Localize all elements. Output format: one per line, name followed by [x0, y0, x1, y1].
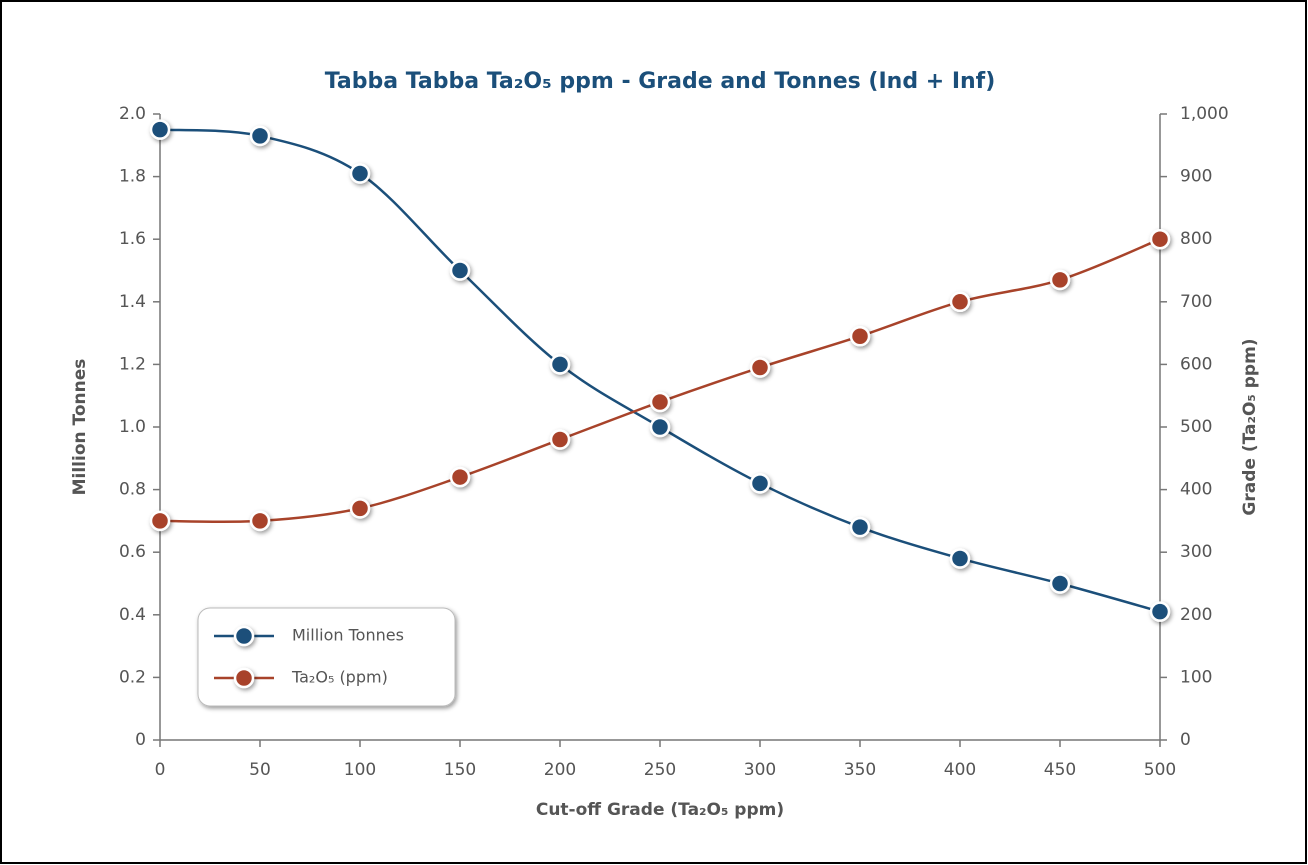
data-point: [449, 466, 471, 488]
series-line: [159, 238, 1161, 524]
data-point: [1149, 228, 1171, 250]
data-point: [549, 354, 571, 375]
data-point: [249, 510, 271, 532]
x-tick-label: 450: [1044, 760, 1076, 780]
x-tick-label: 50: [249, 760, 271, 780]
legend-marker: [233, 667, 255, 689]
data-point: [949, 548, 971, 569]
y-tick-label: 0.8: [119, 480, 146, 500]
data-point: [149, 510, 171, 532]
data-point: [149, 119, 171, 140]
legend-label: Ta₂O₅ (ppm): [291, 668, 388, 687]
y2-tick-label: 600: [1180, 354, 1212, 374]
y-tick-label: 0: [135, 730, 146, 750]
y-tick-label: 2.0: [119, 104, 146, 124]
x-tick-label: 300: [744, 760, 776, 780]
y2-tick-label: 500: [1180, 417, 1212, 437]
y2-tick-label: 0: [1180, 730, 1191, 750]
x-tick-label: 400: [944, 760, 976, 780]
y2-tick-label: 300: [1180, 542, 1212, 562]
y2-tick-label: 700: [1180, 292, 1212, 312]
data-point: [549, 429, 571, 450]
y-tick-label: 1.0: [119, 417, 146, 437]
series-line: [159, 128, 1161, 613]
legend-label: Million Tonnes: [292, 626, 404, 645]
y2-tick-label: 400: [1180, 480, 1212, 500]
data-point: [849, 325, 871, 347]
x-tick-label: 350: [844, 760, 876, 780]
x-tick-label: 0: [155, 760, 166, 780]
y-tick-label: 0.2: [119, 667, 146, 687]
data-point: [249, 125, 271, 147]
x-tick-label: 100: [344, 760, 376, 780]
y-tick-label: 0.4: [119, 605, 146, 625]
x-tick-label: 150: [444, 760, 476, 780]
y2-tick-label: 1,000: [1180, 104, 1229, 124]
y2-tick-label: 200: [1180, 605, 1212, 625]
data-point: [949, 291, 971, 313]
legend-marker: [233, 625, 255, 647]
y2-tick-label: 800: [1180, 229, 1212, 249]
y-tick-label: 0.6: [119, 542, 146, 562]
data-point: [849, 516, 871, 538]
data-point: [1149, 601, 1171, 622]
y2-tick-label: 900: [1180, 167, 1212, 187]
y-tick-label: 1.8: [119, 167, 146, 187]
chart-title: Tabba Tabba Ta₂O₅ ppm - Grade and Tonnes…: [325, 69, 996, 94]
y-tick-label: 1.6: [119, 229, 146, 249]
data-point: [649, 391, 671, 413]
data-point: [1049, 269, 1071, 291]
legend-box: [197, 607, 456, 707]
y-axis-label: Million Tonnes: [70, 359, 90, 496]
x-tick-label: 200: [544, 760, 576, 780]
data-point: [349, 163, 371, 184]
data-point: [349, 498, 371, 519]
y2-axis-label: Grade (Ta₂O₅ ppm): [1240, 338, 1260, 515]
data-point: [749, 473, 771, 494]
x-tick-label: 500: [1144, 760, 1176, 780]
y-tick-label: 1.4: [119, 292, 146, 312]
data-point: [749, 357, 771, 378]
y2-tick-label: 100: [1180, 667, 1212, 687]
y-tick-label: 1.2: [119, 354, 146, 374]
data-point: [449, 260, 471, 281]
x-axis-label: Cut-off Grade (Ta₂O₅ ppm): [536, 800, 784, 820]
data-point: [1049, 573, 1071, 594]
legend: Million Tonnes Ta₂O₅ (ppm): [197, 607, 456, 707]
data-point: [649, 416, 671, 438]
x-tick-label: 250: [644, 760, 676, 780]
